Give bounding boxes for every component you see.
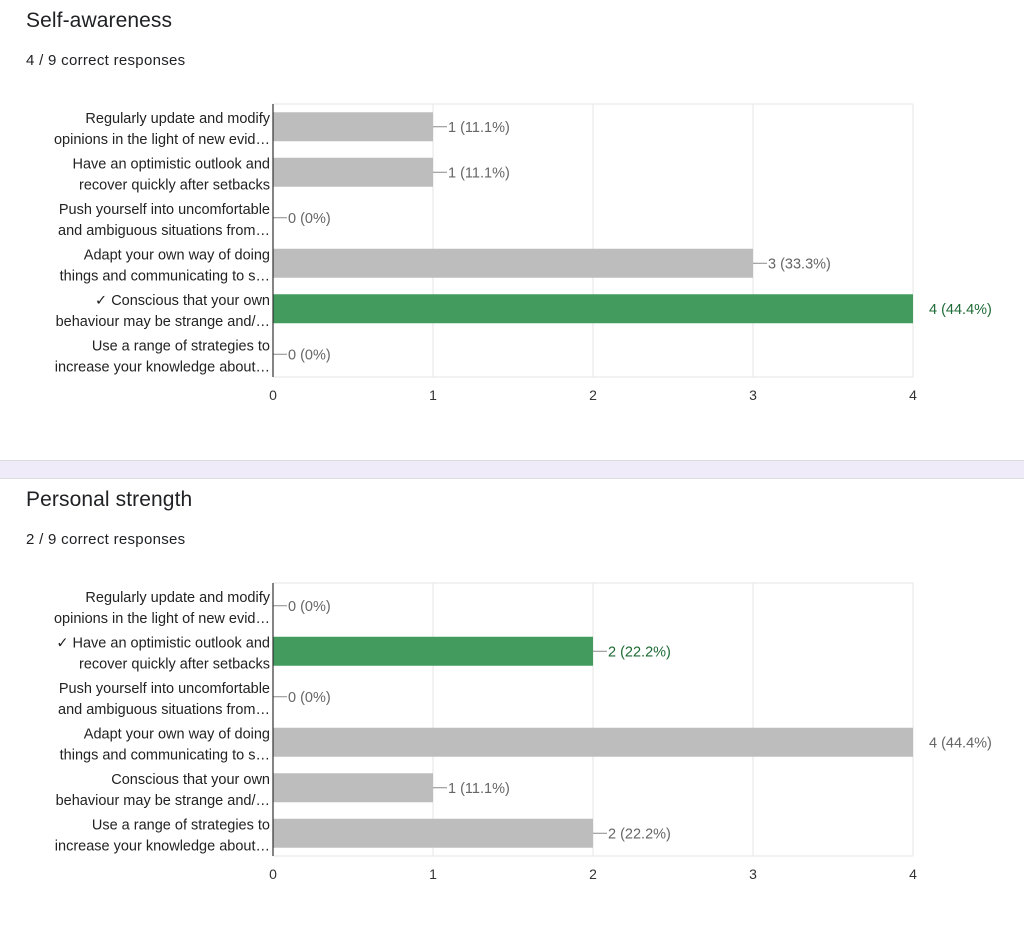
value-label: 1 (11.1%)	[448, 165, 510, 181]
bar[interactable]	[273, 773, 433, 803]
value-label: 1 (11.1%)	[448, 781, 510, 797]
correct-responses-count: 2 / 9 correct responses	[26, 531, 186, 548]
x-tick-label: 2	[589, 866, 597, 882]
value-label: 2 (22.2%)	[608, 826, 671, 842]
category-label: Regularly update and modify opinions in t…	[54, 590, 271, 627]
correct-responses-count: 4 / 9 correct responses	[26, 52, 186, 69]
value-label: 2 (22.2%)	[608, 644, 671, 660]
question-card-self-awareness: Self-awareness 4 / 9 correct responses 0…	[0, 0, 1024, 460]
value-label: 0 (0%)	[288, 690, 331, 706]
bar[interactable]	[273, 248, 753, 278]
value-label: 0 (0%)	[288, 347, 331, 363]
card-separator	[0, 460, 1024, 479]
category-label: Push yourself into uncomfortable and ambi…	[58, 681, 270, 718]
x-tick-label: 4	[909, 387, 917, 403]
question-title: Personal strength	[26, 488, 193, 511]
category-label: ✓ Conscious that your own behaviour may b…	[56, 293, 270, 330]
question-title: Self-awareness	[26, 9, 173, 32]
category-label: ✓ Have an optimistic outlook and recover …	[56, 635, 270, 672]
x-tick-label: 0	[269, 387, 277, 403]
category-label: Adapt your own way of doing things and co…	[60, 726, 270, 763]
bar-correct[interactable]	[273, 636, 593, 666]
x-tick-label: 2	[589, 387, 597, 403]
value-label: 0 (0%)	[288, 211, 331, 227]
category-label: Push yourself into uncomfortable and ambi…	[58, 202, 270, 239]
bar-chart-personal-strength: 0 1 2 3 4 Regularly update and modify opinions…	[54, 582, 992, 882]
value-label: 4 (44.4%)	[929, 735, 992, 751]
bar[interactable]	[273, 818, 593, 848]
value-label: 1 (11.1%)	[448, 120, 510, 136]
x-tick-label: 3	[749, 387, 757, 403]
x-tick-label: 1	[429, 387, 437, 403]
x-tick-label: 1	[429, 866, 437, 882]
value-label: 3 (33.3%)	[768, 256, 831, 272]
bar-correct[interactable]	[273, 294, 913, 324]
bar-chart-self-awareness: 0 1 2 3 4 Regularly update and modify opinions…	[54, 103, 992, 403]
bar[interactable]	[273, 112, 433, 142]
category-label: Adapt your own way of doing things and co…	[60, 247, 270, 284]
value-label: 0 (0%)	[288, 599, 331, 615]
x-tick-label: 3	[749, 866, 757, 882]
x-tick-label: 0	[269, 866, 277, 882]
value-label: 4 (44.4%)	[929, 302, 992, 318]
question-card-personal-strength: Personal strength 2 / 9 correct response…	[0, 479, 1024, 938]
category-label: Regularly update and modify opinions in t…	[54, 111, 271, 148]
category-label: Conscious that your own behaviour may be …	[56, 772, 270, 809]
category-label: Use a range of strategies to increase you…	[55, 338, 270, 375]
x-tick-label: 4	[909, 866, 917, 882]
bar[interactable]	[273, 727, 913, 757]
category-label: Have an optimistic outlook and recover qu…	[73, 156, 270, 193]
bar[interactable]	[273, 157, 433, 187]
category-label: Use a range of strategies to increase you…	[55, 817, 270, 854]
